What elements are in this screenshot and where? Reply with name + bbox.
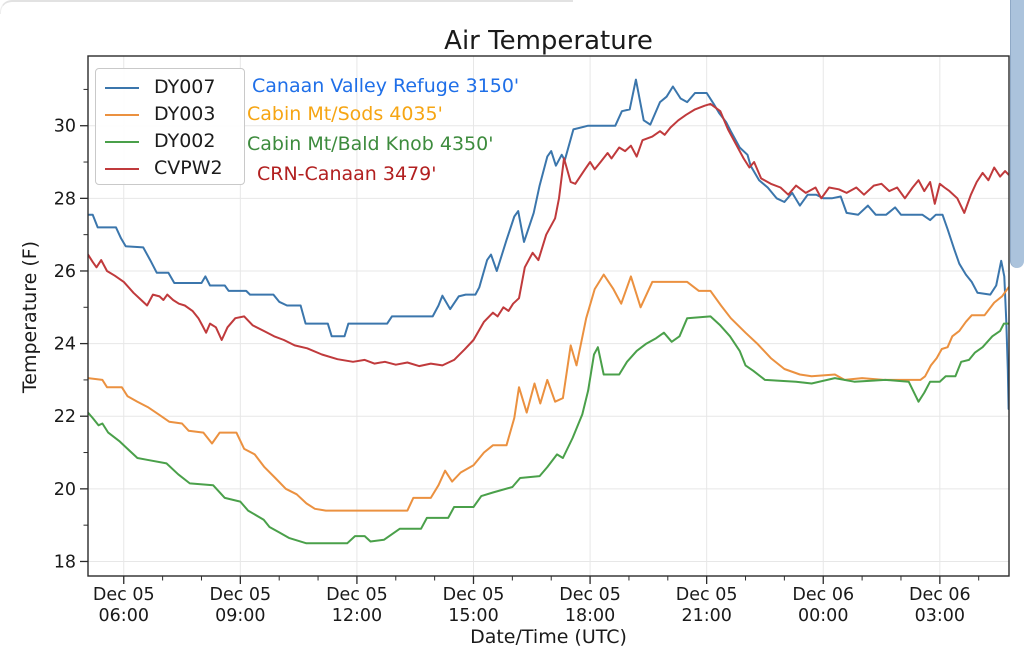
series-line-DY002 bbox=[88, 315, 1009, 545]
station-annotation-cabin-mt-sods: Cabin Mt/Sods 4035' bbox=[247, 103, 443, 125]
y-tick-label: 28 bbox=[54, 189, 76, 209]
series-line-CVPW2 bbox=[88, 102, 1009, 368]
x-tick-label: 21:00 bbox=[681, 606, 731, 626]
station-annotation-canaan-valley-refuge: Canaan Valley Refuge 3150' bbox=[252, 75, 520, 97]
chart-legend: DY007 DY003 DY002 CVPW2 bbox=[95, 68, 245, 185]
legend-entry-dy007: DY007 bbox=[105, 74, 244, 101]
legend-label: CVPW2 bbox=[154, 157, 223, 179]
x-tick-label: 15:00 bbox=[448, 606, 498, 626]
y-tick-label: 18 bbox=[54, 552, 76, 572]
y-tick-label: 30 bbox=[54, 117, 76, 137]
chart-title: Air Temperature bbox=[444, 26, 653, 56]
x-tick-label: Dec 06 bbox=[792, 585, 854, 605]
x-tick-label: Dec 05 bbox=[443, 585, 505, 605]
legend-line-swatch-red bbox=[105, 167, 139, 170]
y-tick-label: 22 bbox=[54, 407, 76, 427]
y-tick-label: 26 bbox=[54, 262, 76, 282]
x-tick-label: 09:00 bbox=[215, 606, 265, 626]
legend-line-swatch-orange bbox=[105, 113, 139, 116]
x-tick-label: Dec 05 bbox=[209, 585, 271, 605]
x-tick-label: 06:00 bbox=[99, 606, 149, 626]
legend-entry-dy002: DY002 bbox=[105, 128, 244, 155]
x-tick-label: 03:00 bbox=[915, 606, 965, 626]
station-annotation-crn-canaan: CRN-Canaan 3479' bbox=[257, 163, 437, 185]
legend-line-swatch-green bbox=[105, 140, 139, 143]
legend-label: DY003 bbox=[154, 103, 216, 125]
station-annotation-cabin-mt-bald-knob: Cabin Mt/Bald Knob 4350' bbox=[247, 133, 494, 155]
axes-spines bbox=[87, 55, 1010, 577]
x-tick-label: Dec 05 bbox=[326, 585, 388, 605]
series-line-DY003 bbox=[88, 273, 1009, 512]
legend-entry-cvpw2: CVPW2 bbox=[105, 155, 244, 182]
legend-label: DY002 bbox=[154, 130, 216, 152]
legend-entry-dy003: DY003 bbox=[105, 101, 244, 128]
x-tick-label: Dec 06 bbox=[909, 585, 971, 605]
x-tick-label: Dec 05 bbox=[559, 585, 621, 605]
x-tick-label: 00:00 bbox=[798, 606, 848, 626]
y-tick-label: 24 bbox=[54, 335, 76, 355]
x-axis-label: Date/Time (UTC) bbox=[470, 626, 627, 648]
legend-line-swatch-blue bbox=[105, 86, 139, 89]
x-tick-label: 12:00 bbox=[332, 606, 382, 626]
y-tick-label: 20 bbox=[54, 480, 76, 500]
window-top-edge bbox=[0, 0, 573, 14]
vertical-scrollbar-thumb[interactable] bbox=[1010, 0, 1024, 268]
x-tick-label: Dec 05 bbox=[676, 585, 738, 605]
series-line-DY007 bbox=[88, 78, 1009, 410]
x-tick-label: 18:00 bbox=[565, 606, 615, 626]
legend-label: DY007 bbox=[154, 76, 216, 98]
y-axis-label: Temperature (F) bbox=[19, 240, 41, 394]
x-tick-label: Dec 05 bbox=[93, 585, 155, 605]
